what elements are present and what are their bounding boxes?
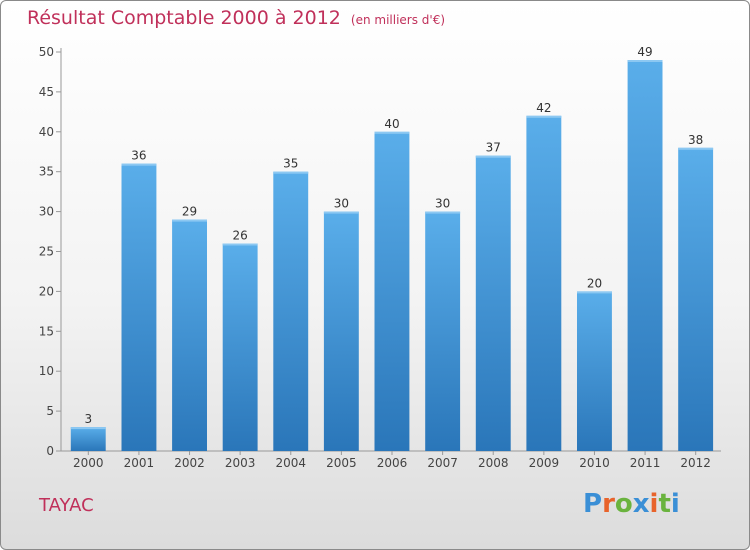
x-tick-label-2001: 2001 (124, 456, 155, 470)
bar-top-edge (222, 243, 258, 246)
data-label-2005: 30 (334, 197, 349, 211)
bar-2007[interactable] (425, 211, 461, 451)
logo-letter: r (602, 489, 615, 519)
y-tick-label: 45 (39, 85, 54, 99)
bar-top-edge (425, 211, 461, 214)
bar-2004[interactable] (273, 171, 309, 451)
bar-2012[interactable] (678, 147, 714, 452)
x-tick-label-2009: 2009 (529, 456, 560, 470)
y-tick-label: 10 (39, 364, 54, 378)
y-tick-label: 15 (39, 324, 54, 338)
title-row: Résultat Comptable 2000 à 2012 (en millie… (27, 7, 445, 29)
x-tick-label-2011: 2011 (630, 456, 661, 470)
bar-2002[interactable] (172, 219, 207, 451)
data-label-2011: 49 (637, 45, 652, 59)
bar-2000[interactable] (70, 427, 106, 451)
bar-2003[interactable] (222, 243, 258, 452)
x-tick-label-2003: 2003 (225, 456, 256, 470)
bar-top-edge (121, 163, 157, 166)
chart-subtitle: (en milliers d'€) (350, 13, 446, 27)
data-label-2002: 29 (182, 205, 197, 219)
y-tick-label: 20 (39, 284, 54, 298)
bar-top-edge (70, 427, 106, 430)
bar-2008[interactable] (475, 155, 511, 451)
bar-top-edge (172, 219, 207, 222)
bar-top-edge (475, 155, 511, 158)
data-label-2003: 26 (233, 229, 248, 243)
data-label-2008: 37 (486, 141, 501, 155)
proxiti-logo[interactable]: Proxiti (583, 489, 680, 519)
y-tick-label: 5 (46, 404, 54, 418)
y-tick-label: 35 (39, 165, 54, 179)
x-tick-label-2008: 2008 (478, 456, 509, 470)
commune-name: TAYAC (39, 495, 94, 516)
logo-letter: t (658, 489, 671, 519)
bar-2001[interactable] (121, 163, 157, 451)
x-tick-label-2005: 2005 (326, 456, 357, 470)
bar-top-edge (678, 147, 714, 150)
bar-top-edge (374, 131, 410, 134)
y-tick-label: 40 (39, 125, 54, 139)
x-tick-label-2006: 2006 (377, 456, 408, 470)
logo-letter: o (614, 489, 633, 519)
logo-letter: i (649, 489, 659, 519)
data-label-2001: 36 (131, 149, 146, 163)
bar-2009[interactable] (526, 115, 562, 452)
data-label-2010: 20 (587, 276, 602, 290)
data-label-2004: 35 (283, 157, 298, 171)
x-tick-label-2004: 2004 (275, 456, 306, 470)
y-tick-label: 30 (39, 205, 54, 219)
x-tick-label-2000: 2000 (73, 456, 104, 470)
labels: 3 36 29 26 35 30 40 30 37 42 20 49 38 (84, 45, 703, 426)
chart-title: Résultat Comptable 2000 à 2012 (27, 7, 341, 29)
bar-2010[interactable] (577, 291, 612, 451)
x-tick-label-2012: 2012 (680, 456, 711, 470)
y-tick-label: 25 (39, 245, 54, 259)
logo-letter: x (632, 489, 650, 519)
bar-top-edge (577, 291, 612, 294)
bar-top-edge (526, 115, 562, 118)
data-label-2007: 30 (435, 197, 450, 211)
data-label-2009: 42 (536, 101, 551, 115)
bar-top-edge (323, 211, 359, 214)
bar-2011[interactable] (627, 60, 663, 451)
x-tick-label-2002: 2002 (174, 456, 205, 470)
logo-letter: P (583, 489, 603, 519)
bar-top-edge (627, 60, 663, 62)
bars (70, 60, 714, 452)
x-tick-label-2010: 2010 (579, 456, 610, 470)
y-tick-label: 0 (46, 444, 54, 458)
bar-top-edge (273, 171, 309, 174)
bar-2006[interactable] (374, 131, 410, 452)
data-label-2012: 38 (688, 133, 703, 147)
y-tick-label: 50 (39, 45, 54, 59)
data-label-2000: 3 (84, 412, 92, 426)
data-label-2006: 40 (384, 117, 399, 131)
logo-letter: i (670, 489, 680, 519)
x-tick-label-2007: 2007 (427, 456, 458, 470)
bar-2005[interactable] (323, 211, 359, 451)
